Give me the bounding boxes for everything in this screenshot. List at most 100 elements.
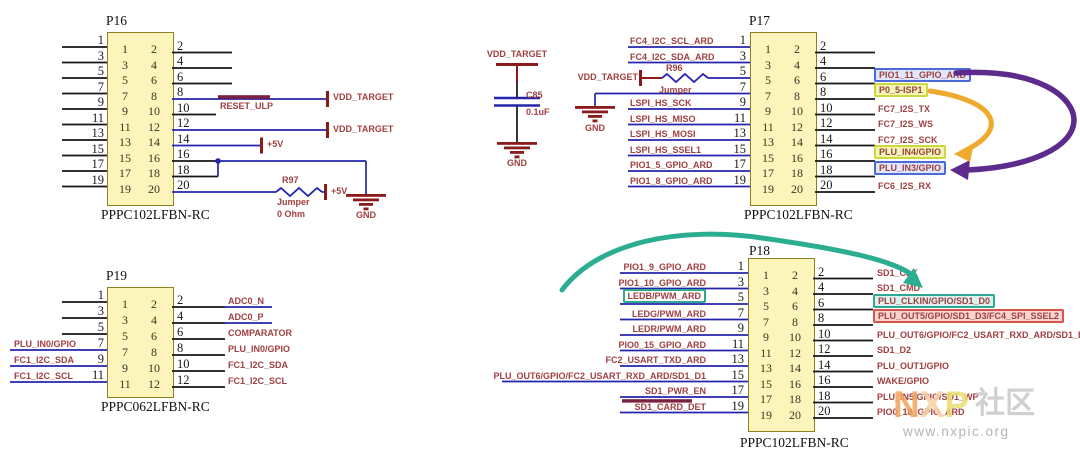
highlight-box-teal: LEDB/PWM_ARD <box>622 288 706 303</box>
pin-number-inside: 12 <box>791 119 803 134</box>
pin-number: 6 <box>177 69 184 84</box>
pin-number-inside: 15 <box>762 150 774 165</box>
pin-number: 20 <box>177 178 190 192</box>
pin-number-inside: 11 <box>762 119 774 134</box>
pin-number-inside: 9 <box>122 361 128 375</box>
pin-number-inside: 5 <box>122 73 128 87</box>
pin-number-inside: 10 <box>789 330 801 344</box>
pin-number: 15 <box>731 367 745 382</box>
pin-number: 14 <box>177 131 190 146</box>
watermark-letter-x: X <box>919 384 945 425</box>
net-label: FC4_I2C_SDA_ARD <box>630 51 715 62</box>
p19-part-number: PPPC062LFBN-RC <box>101 399 210 414</box>
pin-number: 10 <box>177 100 190 115</box>
watermark-url: www.nxpic.org <box>903 424 1010 439</box>
net-label-highlighted: PLU_IN3/GPIO <box>874 160 947 175</box>
pin-number-inside: 1 <box>122 297 128 311</box>
pin-number: 17 <box>731 383 745 397</box>
pin-number-inside: 10 <box>148 104 160 118</box>
pin-number: 1 <box>97 33 104 47</box>
pin-number: 13 <box>91 126 105 140</box>
pin-number-inside: 1 <box>765 42 771 56</box>
pin-number-inside: 3 <box>765 57 771 72</box>
pin-number-inside: 17 <box>762 166 774 180</box>
gnd-symbol <box>575 106 615 123</box>
gnd-label: GND <box>356 210 376 220</box>
pin-number: 5 <box>737 290 744 304</box>
pin-number-inside: 20 <box>791 181 803 196</box>
net-label: FC7_I2S_WS <box>878 119 934 129</box>
pin-number-inside: 11 <box>119 377 131 391</box>
pin-number: 14 <box>818 357 831 372</box>
net-label: WAKE/GPIO <box>877 376 930 386</box>
net-label: PLU_IN0/GPIO <box>228 344 291 354</box>
pin-number: 8 <box>177 341 184 355</box>
pin-number-inside: 8 <box>794 88 800 103</box>
pin-number: 12 <box>818 342 831 356</box>
pin-number: 11 <box>731 336 744 351</box>
pin-number-inside: 17 <box>119 166 131 180</box>
watermark-letter-n: N <box>893 384 920 425</box>
net-label: LEDR/PWM_ARD <box>632 324 707 334</box>
resistor-value-r97: 0 Ohm <box>277 208 306 219</box>
pin-number-inside: 12 <box>148 119 160 134</box>
resistor-type-r96: Jumper <box>659 84 692 95</box>
pin-number-inside: 5 <box>765 73 771 87</box>
pin-number: 1 <box>97 288 104 302</box>
p19-designator: P19 <box>106 268 128 283</box>
pin-number: 10 <box>820 100 833 115</box>
p18-designator: P18 <box>749 243 771 258</box>
net-label: LSPI_HS_MISO <box>630 113 696 124</box>
pin-number-inside: 7 <box>763 314 769 329</box>
pin-number-inside: 8 <box>792 314 798 329</box>
net-label: PIO1_8_GPIO_ARD <box>630 175 713 186</box>
pin-number: 3 <box>739 48 746 63</box>
net-label: ADC0_P <box>228 312 264 322</box>
pin-number: 17 <box>733 157 747 171</box>
net-label: FC7_I2S_TX <box>878 103 931 114</box>
pin-number: 8 <box>818 311 825 325</box>
pin-number-inside: 3 <box>122 57 128 72</box>
pin-number: 9 <box>97 95 104 109</box>
pin-number: 20 <box>818 404 831 418</box>
p17-part-number: PPPC102LFBN-RC <box>744 207 853 222</box>
pin-number: 16 <box>177 147 190 161</box>
watermark-community-text: 社区 <box>975 387 1036 420</box>
power-label-vdd-target: VDD_TARGET <box>577 71 638 82</box>
pin-number: 6 <box>818 295 825 310</box>
pin-number-inside: 1 <box>763 268 769 282</box>
pin-number-inside: 19 <box>760 407 772 422</box>
pin-number: 12 <box>177 373 190 387</box>
pin-number-inside: 15 <box>119 150 131 165</box>
pin-number: 3 <box>97 304 104 318</box>
pin-number-inside: 5 <box>763 299 769 313</box>
gnd-symbol <box>497 142 537 159</box>
pin-number-inside: 12 <box>789 345 801 360</box>
net-label-highlighted: PIO1_11_GPIO_ARD <box>874 67 972 82</box>
pin-number: 1 <box>737 259 744 273</box>
pin-number-inside: 4 <box>151 313 157 327</box>
net-label: COMPARATOR <box>228 328 292 338</box>
pin-number: 11 <box>91 110 104 125</box>
power-flag-5v <box>324 184 327 200</box>
pin-number: 19 <box>91 172 105 187</box>
net-label: PLU_OUT6/GPIO/FC2_USART_RXD_ARD/SD1_D1 <box>493 370 706 381</box>
pin-number-inside: 19 <box>762 181 774 196</box>
power-flag-vdd-target <box>496 63 538 66</box>
resistor-ref-r96: R96 <box>666 63 683 73</box>
pin-number: 13 <box>731 352 745 366</box>
net-label: SD1_CARD_DET <box>634 401 706 412</box>
pin-number-inside: 16 <box>789 376 801 391</box>
power-label-5v: +5V <box>331 185 348 196</box>
net-label: PLU_IN5/GPIO/SD1_WP <box>877 391 979 402</box>
net-label: PIO1_10_GPIO_ARD <box>618 277 706 288</box>
net-label: FC7_I2S_SCK <box>878 134 938 145</box>
pin-number: 8 <box>177 85 184 99</box>
capacitor-value-c85: 0.1uF <box>526 107 550 117</box>
pin-number-inside: 6 <box>794 73 800 87</box>
pin-number: 14 <box>820 131 833 146</box>
net-label: FC1_I2C_SDA <box>228 360 289 370</box>
watermark-letter-p: P <box>944 384 970 425</box>
pin-number-inside: 17 <box>760 392 772 406</box>
pin-number: 4 <box>818 280 825 294</box>
